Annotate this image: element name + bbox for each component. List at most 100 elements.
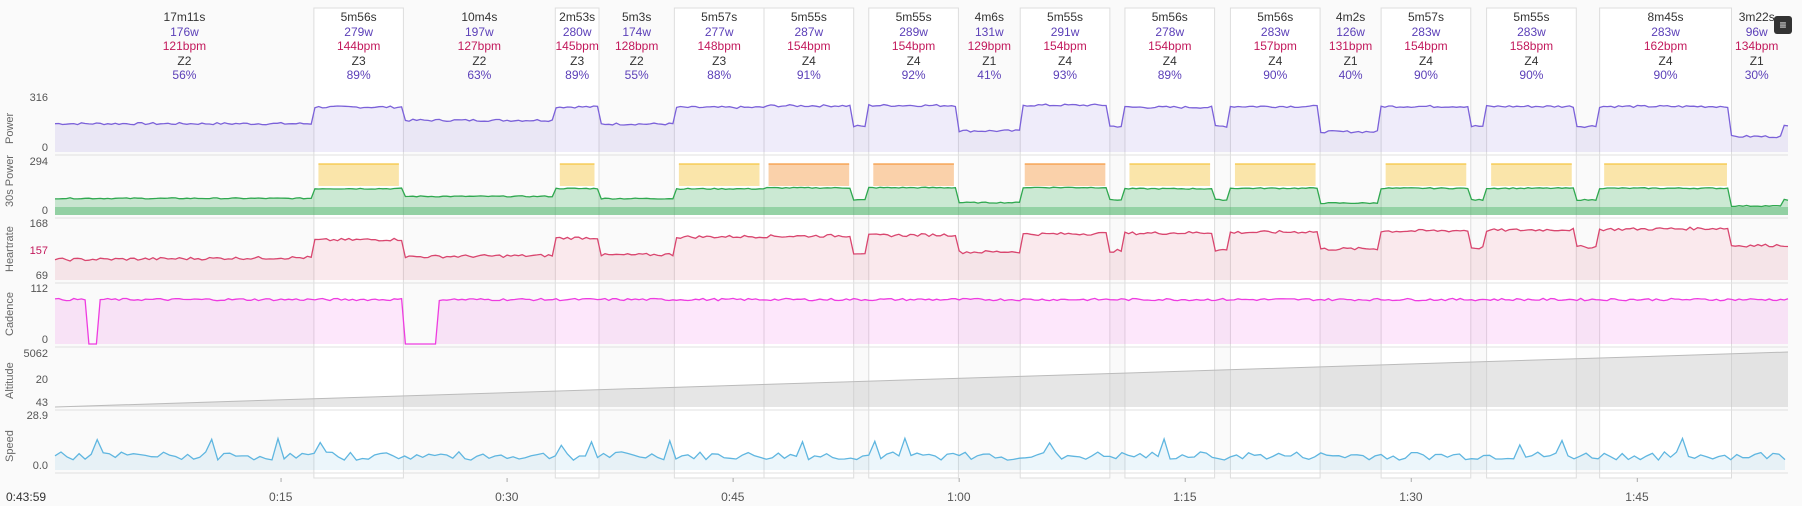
interval-hr: 131bpm: [1328, 39, 1373, 54]
interval-label[interactable]: 5m56s 279w 144bpm Z3 89%: [314, 10, 404, 83]
interval-dur: 5m56s: [1151, 10, 1188, 24]
interval-highlight[interactable]: [1229, 7, 1321, 479]
interval-dur: 5m57s: [1407, 10, 1444, 24]
interval-power: 283w: [1411, 24, 1441, 39]
interval-hr: 128bpm: [614, 39, 659, 54]
x-axis-tick: 0:45: [721, 490, 745, 504]
interval-dur: 10m4s: [461, 10, 498, 24]
30s-power-zone-fill: [559, 164, 595, 186]
interval-dur: 5m56s: [340, 10, 377, 24]
cadence-series-area: [55, 298, 1788, 344]
interval-power: 278w: [1155, 24, 1185, 39]
y-axis-label: 157: [29, 245, 48, 257]
interval-label[interactable]: 5m57s 277w 148bpm Z3 88%: [674, 10, 764, 83]
interval-zone: Z2: [629, 53, 644, 68]
interval-pct: 90%: [1519, 68, 1544, 83]
interval-power: 283w: [1517, 24, 1546, 39]
list-icon[interactable]: ≡: [1774, 16, 1792, 34]
y-axis-label: 0: [41, 334, 48, 346]
interval-label[interactable]: 5m3s 174w 128bpm Z2 55%: [592, 10, 682, 83]
track-label: Power: [4, 112, 16, 144]
interval-power: 289w: [899, 24, 928, 39]
interval-hr: 154bpm: [1043, 39, 1087, 54]
interval-hr: 144bpm: [336, 39, 381, 54]
y-axis-label: 20: [35, 373, 48, 386]
interval-zone: Z3: [712, 53, 727, 68]
30s-power-zone-fill: [1385, 164, 1467, 186]
interval-zone: Z2: [472, 53, 487, 68]
interval-label[interactable]: 5m55s 291w 154bpm Z4 93%: [1020, 10, 1110, 83]
interval-highlight[interactable]: [673, 7, 765, 479]
cadence-series-line: [54, 297, 1789, 345]
x-axis-tick: 1:00: [947, 490, 971, 504]
interval-hr: 134bpm: [1735, 39, 1779, 54]
interval-zone: Z4: [1058, 53, 1073, 68]
interval-hr: 121bpm: [162, 39, 207, 54]
interval-dur: 2m53s: [559, 10, 596, 24]
interval-label[interactable]: 4m6s 131w 129bpm Z1 41%: [944, 10, 1034, 83]
interval-label[interactable]: 5m56s 283w 157bpm Z4 90%: [1230, 10, 1320, 83]
interval-highlight[interactable]: [1124, 7, 1216, 479]
interval-highlight[interactable]: [313, 7, 404, 479]
interval-zone: Z4: [1524, 53, 1539, 68]
interval-highlight[interactable]: [763, 7, 855, 479]
interval-hr: 145bpm: [555, 39, 599, 54]
altitude-line: [54, 351, 1789, 408]
x-axis-tick: 1:30: [1399, 490, 1423, 504]
interval-label[interactable]: 8m45s 283w 162bpm Z4 90%: [1621, 10, 1711, 83]
interval-pct: 30%: [1744, 68, 1769, 83]
interval-zone: Z4: [801, 53, 816, 68]
interval-pct: 90%: [1413, 68, 1438, 83]
interval-highlight[interactable]: [868, 7, 959, 479]
track-label: Speed: [4, 430, 16, 462]
30s-power-series-area: [55, 187, 1788, 215]
interval-highlight[interactable]: [1380, 7, 1472, 479]
interval-zone: Z2: [177, 53, 192, 68]
interval-label[interactable]: 5m55s 289w 154bpm Z4 92%: [869, 10, 959, 83]
interval-label[interactable]: 2m53s 280w 145bpm Z3 89%: [532, 10, 622, 83]
interval-pct: 56%: [172, 68, 197, 83]
interval-dur: 5m55s: [1513, 10, 1550, 24]
interval-power: 131w: [974, 24, 1004, 39]
interval-zone: Z4: [1162, 53, 1177, 68]
power-series-line: [54, 103, 1789, 139]
interval-pct: 90%: [1653, 68, 1678, 83]
interval-hr: 127bpm: [457, 39, 502, 54]
interval-label[interactable]: 5m56s 278w 154bpm Z4 89%: [1125, 10, 1215, 83]
interval-pct: 92%: [901, 68, 926, 83]
interval-zone: Z4: [906, 53, 921, 68]
interval-pct: 89%: [565, 68, 590, 83]
interval-label[interactable]: 5m57s 283w 154bpm Z4 90%: [1381, 10, 1471, 83]
interval-highlight[interactable]: [1019, 7, 1111, 479]
interval-hr: 154bpm: [891, 39, 936, 54]
30s-power-zone-fill: [1234, 164, 1316, 186]
interval-power: 283w: [1260, 24, 1290, 39]
interval-label[interactable]: 17m11s 176w 121bpm Z2 56%: [139, 10, 229, 83]
interval-highlight[interactable]: [1486, 7, 1577, 479]
interval-label[interactable]: 5m55s 283w 158bpm Z4 90%: [1486, 10, 1576, 83]
interval-label[interactable]: 5m55s 287w 154bpm Z4 91%: [764, 10, 854, 83]
interval-dur: 5m57s: [701, 10, 738, 24]
interval-dur: 5m56s: [1257, 10, 1294, 24]
interval-hr: 154bpm: [1404, 39, 1448, 54]
interval-highlight[interactable]: [554, 7, 600, 479]
interval-pct: 88%: [707, 68, 732, 83]
30s-power-zone-fill: [768, 164, 850, 186]
interval-hr: 154bpm: [787, 39, 831, 54]
y-axis-label: 0: [41, 205, 48, 217]
y-axis-label: 0: [41, 142, 48, 154]
interval-zone: Z4: [1418, 53, 1433, 68]
interval-zone: Z1: [982, 53, 997, 68]
interval-hr: 158bpm: [1509, 39, 1554, 54]
x-axis-tick: 1:45: [1625, 490, 1649, 504]
30s-power-zone-fill: [1491, 164, 1572, 186]
interval-pct: 93%: [1053, 68, 1078, 83]
x-axis-tick: 0:15: [269, 490, 293, 504]
y-axis-label: 294: [29, 156, 48, 168]
interval-label[interactable]: 3m22s 96w 134bpm Z1 30%: [1712, 10, 1802, 83]
interval-pct: 91%: [796, 68, 821, 83]
interval-label[interactable]: 4m2s 126w 131bpm Z1 40%: [1306, 10, 1396, 83]
interval-label[interactable]: 10m4s 197w 127bpm Z2 63%: [434, 10, 524, 83]
